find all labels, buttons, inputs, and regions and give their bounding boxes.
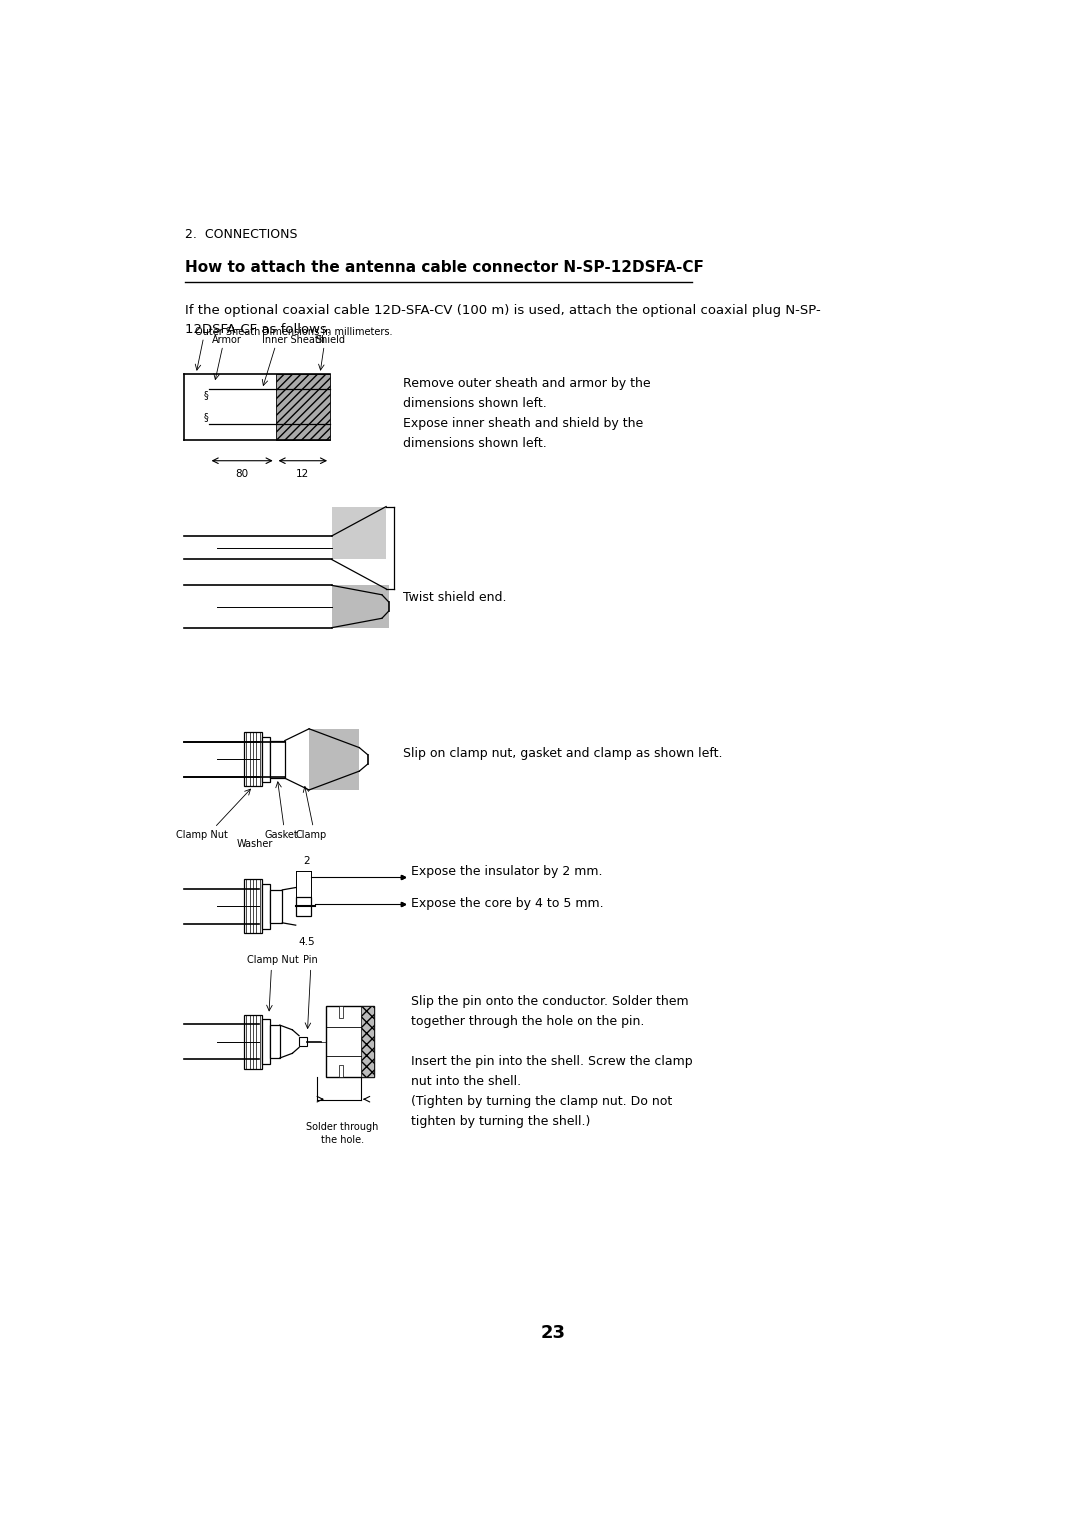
Bar [299, 1037, 308, 1046]
Text: Dimensions in millimeters.: Dimensions in millimeters. [262, 327, 393, 337]
Text: Shield: Shield [315, 336, 346, 345]
Text: $\S$: $\S$ [203, 411, 210, 423]
Text: Pin: Pin [303, 956, 319, 965]
Text: Slip on clamp nut, gasket and clamp as shown left.: Slip on clamp nut, gasket and clamp as s… [403, 747, 723, 760]
Text: Clamp: Clamp [295, 831, 326, 840]
Text: 12: 12 [296, 469, 310, 479]
Text: $\S$: $\S$ [203, 389, 210, 403]
Text: Gasket: Gasket [265, 831, 298, 840]
Text: If the optional coaxial cable 12D-SFA-CV (100 m) is used, attach the optional co: If the optional coaxial cable 12D-SFA-CV… [186, 304, 821, 336]
Text: Solder through
the hole.: Solder through the hole. [307, 1121, 379, 1145]
Bar [332, 585, 389, 628]
Text: Remove outer sheath and armor by the
dimensions shown left.
Expose inner sheath : Remove outer sheath and armor by the dim… [403, 377, 650, 450]
Bar [262, 1019, 270, 1064]
Bar [326, 1006, 375, 1077]
Bar [332, 507, 394, 559]
Bar [244, 733, 262, 786]
Text: Twist shield end.: Twist shield end. [403, 591, 507, 603]
Text: Armor: Armor [212, 336, 242, 345]
Text: 4.5: 4.5 [298, 938, 315, 947]
Bar [262, 738, 270, 782]
Text: 2: 2 [303, 857, 310, 866]
Bar [270, 1025, 280, 1058]
Bar [296, 896, 311, 916]
Text: Expose the core by 4 to 5 mm.: Expose the core by 4 to 5 mm. [411, 898, 604, 910]
Text: Inner Sheath: Inner Sheath [262, 336, 325, 345]
Text: Outer Sheath: Outer Sheath [195, 327, 260, 337]
Bar [361, 1006, 375, 1077]
Bar [270, 741, 285, 779]
Text: 80: 80 [235, 469, 248, 479]
Bar [309, 728, 360, 789]
Text: Clamp Nut: Clamp Nut [247, 956, 299, 965]
Text: 23: 23 [541, 1324, 566, 1342]
Bar [244, 1014, 262, 1069]
Text: Slip the pin onto the conductor. Solder them
together through the hole on the pi: Slip the pin onto the conductor. Solder … [411, 994, 693, 1127]
Bar [387, 507, 394, 589]
Bar [275, 374, 330, 440]
Text: 2.  CONNECTIONS: 2. CONNECTIONS [186, 228, 298, 241]
Bar [270, 890, 282, 922]
Bar [339, 1006, 343, 1019]
Bar [339, 1066, 343, 1077]
Bar [262, 884, 270, 928]
Bar [244, 880, 262, 933]
Text: Expose the insulator by 2 mm.: Expose the insulator by 2 mm. [411, 864, 603, 878]
Text: Washer: Washer [237, 840, 273, 849]
Text: Clamp Nut: Clamp Nut [176, 831, 228, 840]
Text: How to attach the antenna cable connector N-SP-12DSFA-CF: How to attach the antenna cable connecto… [186, 260, 704, 275]
